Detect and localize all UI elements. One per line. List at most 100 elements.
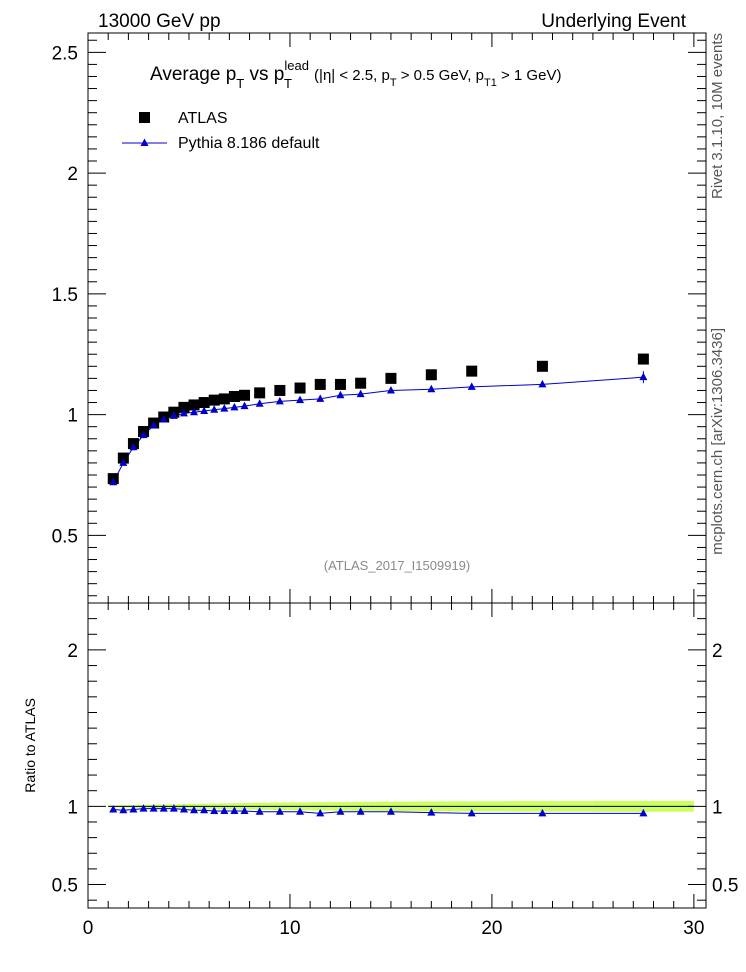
ratio-point (316, 808, 325, 817)
pythia-point (169, 411, 178, 419)
pythia-point (467, 382, 476, 390)
atlas-point (334, 378, 346, 390)
legend: ATLAS Pythia 8.186 default (122, 110, 320, 152)
atlas-point (208, 394, 220, 406)
ratio-point (467, 808, 476, 817)
pythia-line (112, 376, 644, 483)
pythia-point (139, 430, 148, 439)
atlas-point (218, 393, 230, 405)
ratio-point (190, 805, 199, 814)
x-tick-label: 30 (683, 918, 704, 939)
pythia-point (296, 395, 305, 404)
ratio-uncertainty-band (108, 800, 694, 812)
atlas-point (466, 365, 478, 377)
atlas-point (314, 378, 326, 390)
legend-pythia-marker (140, 138, 149, 146)
ratio-point (210, 806, 219, 815)
pythia-point (255, 399, 264, 407)
header-right-label: Underlying Event (541, 11, 686, 32)
y-tick-label: 2 (67, 164, 78, 185)
atlas-point (117, 452, 129, 464)
ratio-point (275, 807, 284, 815)
ratio-y-tick-label: 1 (67, 797, 78, 818)
pythia-point (159, 414, 168, 423)
tick-labels: 0 10 20 30 0.5 1 1.5 2 2.5 0.5 0.5 1 1 2 2 (52, 43, 739, 939)
ratio-point (220, 806, 229, 815)
ratio-point (159, 804, 168, 812)
ratio-point (336, 807, 345, 815)
ratio-point (538, 808, 547, 817)
ratio-y-tick-label-right: 2 (712, 641, 723, 662)
analysis-watermark: (ATLAS_2017_I1509919) (324, 558, 470, 573)
ratio-point (129, 804, 138, 813)
y-tick-label: 2.5 (52, 43, 78, 64)
atlas-point (188, 399, 200, 411)
atlas-point (178, 401, 190, 413)
pythia-point (210, 405, 219, 413)
pythia-point (129, 442, 138, 451)
pythia-point (275, 396, 284, 405)
atlas-point (294, 382, 306, 394)
atlas-point (239, 389, 251, 401)
ratio-y-tick-label: 2 (67, 641, 78, 662)
atlas-point (254, 387, 266, 399)
pythia-point (230, 402, 239, 411)
pythia-point (220, 404, 229, 412)
chart-title: Average pT vs plead T (|η| < 2.5, pT > 0.… (150, 58, 561, 91)
ratio-point (356, 807, 365, 815)
atlas-point (425, 369, 437, 381)
ratio-point (255, 807, 264, 815)
atlas-point (536, 360, 548, 372)
pythia-point (149, 420, 158, 429)
ratio-point (169, 804, 178, 812)
atlas-point (637, 353, 649, 365)
x-tick-label: 0 (83, 918, 94, 939)
pythia-point (179, 408, 188, 417)
x-tick-label: 20 (481, 918, 502, 939)
ratio-point (179, 804, 188, 813)
header-left-label: 13000 GeV pp (98, 11, 221, 32)
ratio-point (639, 808, 648, 817)
y-tick-label: 0.5 (52, 526, 78, 547)
pythia-point (427, 384, 436, 393)
atlas-point (228, 390, 240, 402)
ratio-point (230, 806, 239, 815)
ratio-point (109, 804, 118, 813)
rivet-label: Rivet 3.1.10, 10M events (709, 33, 726, 199)
axis-ticks (87, 33, 706, 908)
main-data-layer (107, 353, 649, 486)
ratio-y-tick-label: 0.5 (52, 876, 78, 897)
legend-atlas-marker (139, 112, 150, 123)
ratio-point (296, 807, 305, 815)
pythia-point (386, 385, 395, 394)
pythia-point (190, 407, 199, 416)
atlas-point (198, 397, 210, 409)
ratio-point (149, 804, 158, 812)
atlas-point (355, 377, 367, 389)
pythia-point (240, 401, 249, 410)
ratio-panel-frame (87, 602, 707, 909)
ratio-point (427, 808, 436, 816)
legend-pythia-label: Pythia 8.186 default (178, 135, 320, 152)
x-tick-label: 10 (279, 918, 300, 939)
pythia-point (356, 389, 365, 398)
ratio-point (200, 805, 209, 814)
atlas-point (274, 384, 286, 396)
y-tick-label: 1.5 (52, 285, 78, 306)
ratio-y-tick-label-right: 0.5 (712, 876, 738, 897)
pythia-point (538, 379, 547, 388)
legend-atlas-label: ATLAS (178, 110, 228, 127)
y-tick-label: 1 (67, 406, 78, 427)
ratio-point (386, 807, 395, 815)
pythia-point (200, 406, 209, 414)
ratio-point (139, 804, 148, 812)
pythia-point (119, 458, 128, 466)
atlas-point (385, 372, 397, 384)
ratio-point (240, 806, 249, 815)
pythia-point (316, 394, 325, 402)
ratio-data-layer (109, 804, 648, 817)
ratio-ylabel: Ratio to ATLAS (22, 698, 38, 793)
pythia-point (336, 390, 345, 399)
ratio-y-tick-label-right: 1 (712, 797, 723, 818)
